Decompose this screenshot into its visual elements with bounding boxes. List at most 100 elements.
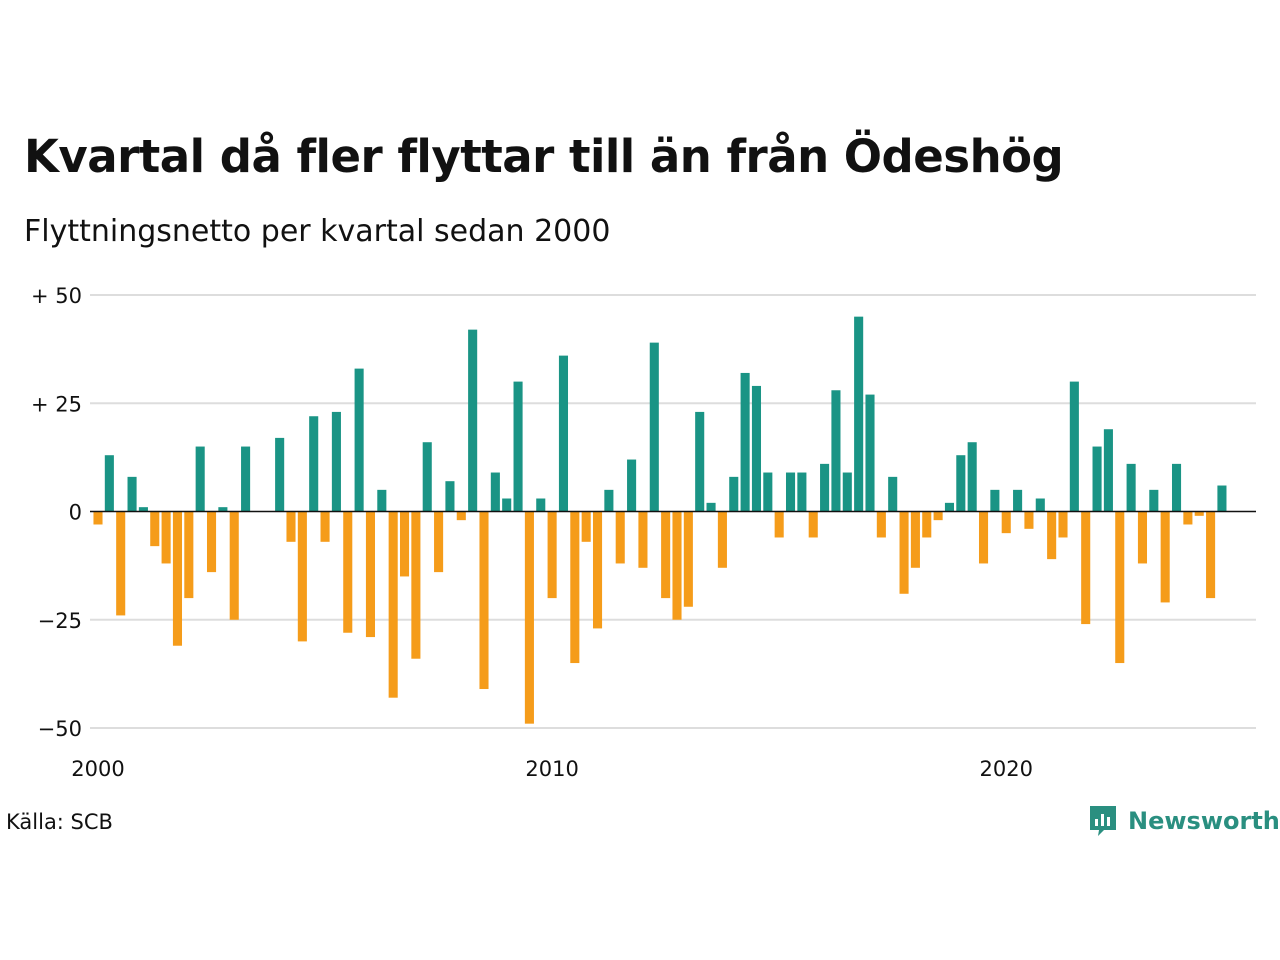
bar-negative	[172, 511, 183, 646]
bar-negative	[592, 511, 603, 629]
bar-negative	[161, 511, 171, 564]
bar-positive	[513, 381, 523, 512]
bar-negative	[978, 511, 989, 564]
bar-negative	[1194, 511, 1204, 516]
bar-negative	[1058, 511, 1068, 538]
bar-positive	[1013, 489, 1023, 512]
bar-positive	[1171, 463, 1182, 512]
bar-negative	[638, 511, 648, 568]
bar-negative	[876, 511, 886, 538]
bar-positive	[377, 489, 387, 512]
bar-negative	[615, 511, 625, 564]
bar-negative	[933, 511, 943, 521]
bar-positive	[785, 472, 796, 512]
bar-negative	[808, 511, 818, 538]
bar-negative	[922, 511, 932, 538]
bar-positive	[842, 472, 852, 512]
bar-negative	[524, 511, 534, 724]
bar-positive	[729, 476, 739, 512]
chart-title: Kvartal då fler flyttar till än från Öde…	[24, 130, 1064, 183]
bar-positive	[604, 489, 614, 512]
bar-negative	[1024, 511, 1034, 529]
bar-negative	[388, 511, 398, 698]
bar-negative	[150, 511, 160, 547]
y-tick-label: + 25	[31, 392, 82, 416]
bar-negative	[479, 511, 489, 690]
y-tick-label: −25	[38, 609, 82, 633]
bar-negative	[434, 511, 444, 573]
bar-positive	[354, 368, 364, 512]
bar-positive	[820, 463, 830, 512]
bar-positive	[1092, 446, 1102, 512]
bar-positive	[331, 411, 341, 512]
bar-negative	[683, 511, 693, 607]
bar-negative	[343, 511, 353, 633]
bar-positive	[127, 476, 137, 512]
bar-negative	[286, 511, 296, 542]
brand: Newsworthy	[1088, 804, 1280, 838]
bar-negative	[320, 511, 330, 542]
bar-positive	[706, 502, 716, 512]
bar-positive	[865, 394, 875, 512]
bar-positive	[422, 442, 432, 512]
bar-negative	[456, 511, 466, 521]
chart-subtitle: Flyttningsnetto per kvartal sedan 2000	[24, 214, 611, 249]
bar-positive	[763, 472, 773, 512]
y-tick-label: 0	[69, 501, 82, 525]
bar-positive	[218, 507, 228, 512]
bar-positive	[490, 472, 500, 512]
bar-positive	[104, 455, 114, 512]
bar-positive	[558, 355, 569, 512]
bar-negative	[1183, 511, 1193, 525]
brand-name: Newsworthy	[1128, 807, 1280, 835]
bar-positive	[536, 498, 546, 512]
bar-negative	[297, 511, 307, 642]
bar-positive	[445, 481, 455, 512]
bar-positive	[1149, 489, 1159, 512]
bar-positive	[751, 385, 762, 512]
bar-negative	[229, 511, 239, 620]
bar-positive	[195, 446, 205, 512]
bar-positive	[649, 342, 659, 512]
bar-positive	[854, 316, 864, 512]
bar-positive	[275, 437, 285, 512]
bar-negative	[774, 511, 784, 538]
bar-negative	[717, 511, 727, 568]
bar-negative	[581, 511, 591, 542]
bar-positive	[797, 472, 807, 512]
bars	[93, 316, 1227, 724]
bar-positive	[967, 442, 977, 512]
bar-negative	[1047, 511, 1057, 560]
bar-positive	[944, 502, 955, 512]
bar-negative	[1115, 511, 1125, 664]
newsworthy-logo-icon	[1090, 806, 1116, 836]
bar-chart: + 50 + 25 0 −25 −50 2000 2010 2020	[31, 284, 1256, 781]
bar-positive	[1217, 485, 1227, 512]
bar-positive	[740, 372, 750, 512]
bar-negative	[547, 511, 557, 599]
bar-positive	[627, 459, 637, 512]
x-tick-label: 2010	[525, 757, 578, 781]
bar-positive	[1126, 463, 1136, 512]
bar-positive	[468, 329, 478, 512]
bar-negative	[1001, 511, 1011, 534]
bar-positive	[990, 489, 1000, 512]
bar-positive	[1069, 381, 1079, 512]
bar-negative	[184, 511, 194, 599]
bar-negative	[411, 511, 421, 659]
bar-positive	[1035, 498, 1045, 512]
bar-negative	[899, 511, 909, 594]
bar-negative	[399, 511, 410, 577]
bar-negative	[206, 511, 217, 573]
bar-positive	[888, 476, 898, 512]
bar-negative	[910, 511, 920, 568]
x-tick-label: 2000	[71, 757, 124, 781]
bar-negative	[1081, 511, 1091, 625]
bar-positive	[241, 446, 251, 512]
bar-positive	[309, 416, 319, 512]
bar-negative	[672, 511, 682, 620]
bar-negative	[93, 511, 103, 525]
bar-positive	[831, 390, 841, 512]
bar-negative	[365, 511, 376, 638]
x-tick-label: 2020	[980, 757, 1033, 781]
